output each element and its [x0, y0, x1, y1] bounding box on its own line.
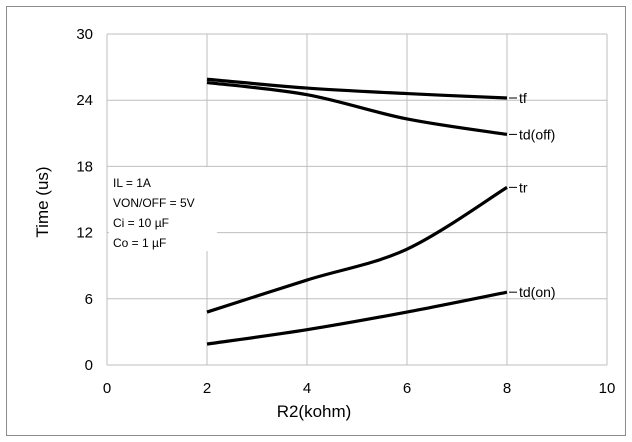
y-tick-label: 30 [76, 26, 93, 43]
condition-text: VON/OFF = 5V [113, 196, 195, 210]
x-tick-label: 8 [503, 380, 511, 397]
chart-frame: IL = 1A VON/OFF = 5V Ci = 10 µF Co = 1 µF t… [6, 6, 626, 436]
x-tick-label: 2 [203, 380, 211, 397]
y-tick-label: 0 [85, 357, 93, 374]
x-axis-title: R2(kohm) [277, 402, 352, 421]
y-tick-label: 18 [76, 158, 93, 175]
series-line-tdoff [206, 80, 508, 136]
x-tick-label: 0 [103, 380, 111, 397]
series-label: td(off) [519, 126, 555, 142]
series-line-tf [206, 77, 508, 100]
condition-text: Ci = 10 µF [113, 216, 169, 230]
series-labels: tf td(off) tr td(on) [509, 90, 556, 300]
y-tick-label: 24 [76, 92, 93, 109]
y-tick-label: 12 [76, 225, 93, 242]
series-label: tr [519, 179, 528, 195]
conditions-background [109, 167, 217, 251]
condition-text: Co = 1 µF [113, 236, 166, 250]
series-lines [206, 77, 508, 346]
line-chart: IL = 1A VON/OFF = 5V Ci = 10 µF Co = 1 µF t… [33, 26, 615, 421]
x-tick-label: 6 [403, 380, 411, 397]
series-line-tr [206, 186, 508, 314]
x-tick-label: 4 [303, 380, 311, 397]
y-axis-title: Time (us) [33, 166, 52, 237]
y-tick-label: 6 [85, 291, 93, 308]
series-label: tf [519, 90, 527, 106]
series-label: td(on) [519, 284, 556, 300]
conditions-annotation: IL = 1A VON/OFF = 5V Ci = 10 µF Co = 1 µF [109, 167, 217, 251]
condition-text: IL = 1A [113, 176, 151, 190]
x-tick-label: 10 [599, 380, 616, 397]
series-line-tdon [206, 290, 508, 346]
